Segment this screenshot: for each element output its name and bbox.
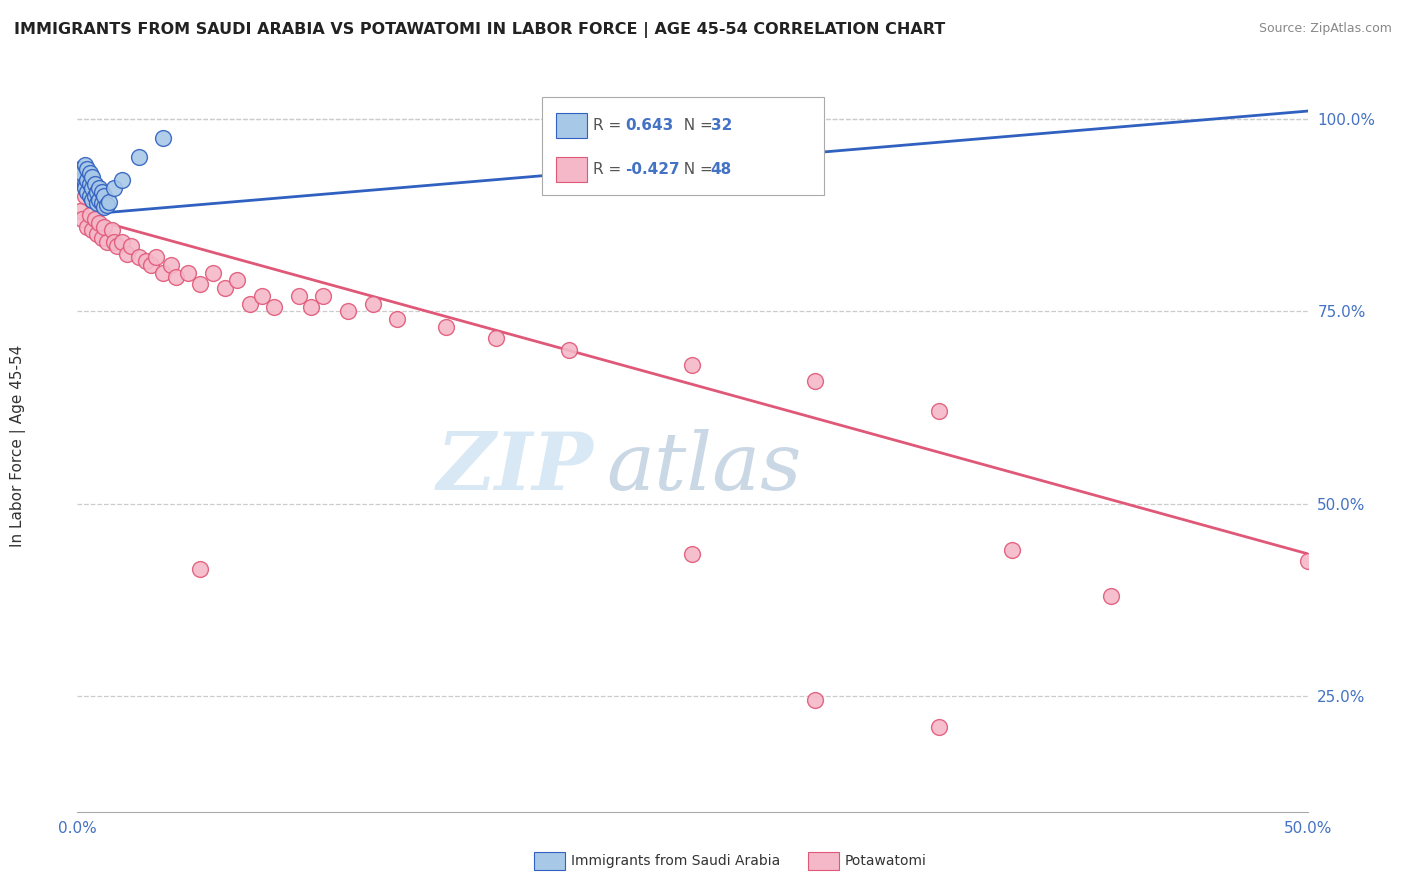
- Point: [111, 235, 132, 249]
- Text: In Labor Force | Age 45-54: In Labor Force | Age 45-54: [10, 345, 27, 547]
- Point: [82, 169, 104, 184]
- Point: [76, 185, 98, 199]
- Text: Immigrants from Saudi Arabia: Immigrants from Saudi Arabia: [571, 854, 780, 868]
- Point: [93, 219, 115, 234]
- Point: [201, 266, 224, 280]
- Point: [86, 196, 108, 211]
- Point: [73, 181, 96, 195]
- Point: [121, 239, 143, 253]
- Point: [682, 358, 704, 372]
- Point: [90, 196, 114, 211]
- Point: [83, 211, 105, 226]
- Point: [69, 161, 91, 176]
- Point: [436, 319, 458, 334]
- Point: [83, 188, 105, 202]
- Text: ZIP: ZIP: [437, 429, 595, 507]
- Point: [93, 188, 115, 202]
- Point: [804, 693, 827, 707]
- Point: [312, 289, 335, 303]
- Text: R =: R =: [593, 118, 626, 133]
- Point: [86, 185, 108, 199]
- Point: [928, 404, 950, 418]
- Text: N =: N =: [675, 118, 718, 133]
- Point: [93, 200, 115, 214]
- Point: [103, 181, 125, 195]
- Text: N =: N =: [675, 162, 718, 178]
- Text: IMMIGRANTS FROM SAUDI ARABIA VS POTAWATOMI IN LABOR FORCE | AGE 45-54 CORRELATIO: IMMIGRANTS FROM SAUDI ARABIA VS POTAWATO…: [14, 22, 945, 38]
- Point: [128, 251, 150, 265]
- Point: [82, 223, 104, 237]
- Point: [165, 269, 187, 284]
- Point: [804, 374, 827, 388]
- Point: [98, 194, 121, 209]
- Point: [70, 173, 93, 187]
- Point: [239, 296, 262, 310]
- Point: [361, 296, 384, 310]
- Point: [299, 301, 322, 315]
- Point: [70, 211, 93, 226]
- Point: [76, 219, 98, 234]
- Point: [152, 131, 174, 145]
- Text: 48: 48: [711, 162, 733, 178]
- Point: [682, 547, 704, 561]
- Point: [82, 181, 104, 195]
- Point: [288, 289, 311, 303]
- Point: [1099, 589, 1122, 603]
- Point: [90, 231, 114, 245]
- Point: [111, 173, 132, 187]
- Point: [89, 181, 111, 195]
- Point: [79, 178, 101, 192]
- Text: Source: ZipAtlas.com: Source: ZipAtlas.com: [1258, 22, 1392, 36]
- Point: [82, 193, 104, 207]
- Point: [73, 188, 96, 202]
- Point: [76, 161, 98, 176]
- Point: [1296, 554, 1319, 568]
- Point: [115, 246, 138, 260]
- Point: [96, 198, 118, 212]
- Text: atlas: atlas: [606, 429, 801, 507]
- Point: [69, 169, 91, 184]
- Text: 32: 32: [711, 118, 733, 133]
- Point: [160, 258, 183, 272]
- Point: [145, 251, 167, 265]
- Point: [226, 273, 249, 287]
- Point: [89, 216, 111, 230]
- Point: [105, 239, 128, 253]
- Point: [103, 235, 125, 249]
- Point: [558, 343, 581, 357]
- Point: [73, 178, 96, 192]
- Point: [79, 208, 101, 222]
- Point: [387, 312, 409, 326]
- Point: [79, 166, 101, 180]
- Point: [250, 289, 273, 303]
- Point: [128, 150, 150, 164]
- Point: [101, 223, 124, 237]
- Text: Potawatomi: Potawatomi: [845, 854, 927, 868]
- Point: [190, 277, 212, 292]
- Point: [89, 193, 111, 207]
- Point: [263, 301, 285, 315]
- Point: [86, 227, 108, 242]
- Point: [69, 204, 91, 219]
- Point: [73, 158, 96, 172]
- Point: [177, 266, 200, 280]
- Point: [928, 720, 950, 734]
- Point: [79, 188, 101, 202]
- Text: -0.427: -0.427: [624, 162, 679, 178]
- Point: [485, 331, 508, 345]
- Point: [1001, 543, 1024, 558]
- Text: 0.643: 0.643: [624, 118, 673, 133]
- Point: [70, 166, 93, 180]
- Point: [214, 281, 236, 295]
- Point: [190, 562, 212, 576]
- Point: [135, 254, 157, 268]
- Point: [76, 173, 98, 187]
- Point: [96, 235, 118, 249]
- Text: R =: R =: [593, 162, 626, 178]
- Point: [152, 266, 174, 280]
- Point: [83, 178, 105, 192]
- Point: [337, 304, 360, 318]
- Point: [141, 258, 163, 272]
- Point: [90, 185, 114, 199]
